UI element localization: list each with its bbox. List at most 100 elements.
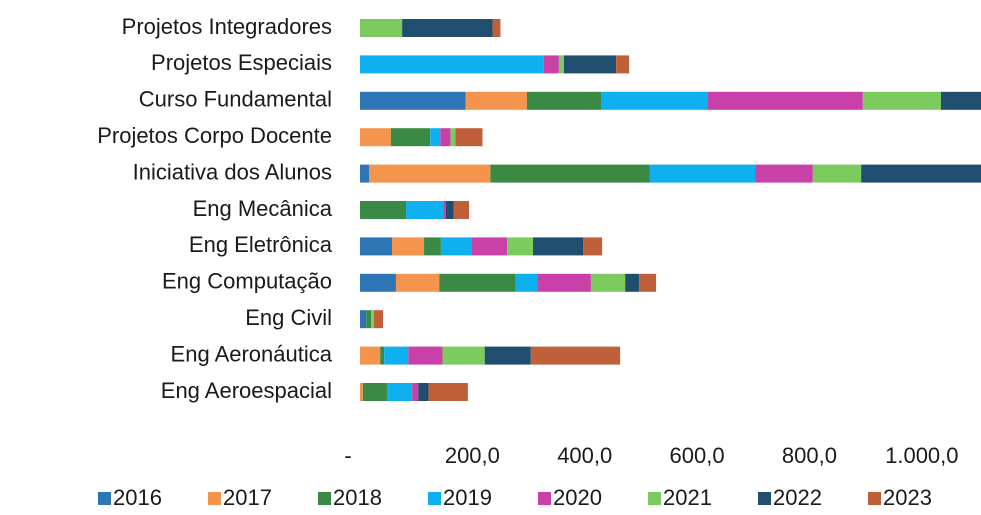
legend-swatch xyxy=(758,492,771,505)
category-label: Projetos Corpo Docente xyxy=(97,123,332,148)
bar-segment xyxy=(412,383,419,401)
bar-segment xyxy=(406,201,444,219)
bar-segment xyxy=(360,91,466,110)
bar-segment xyxy=(601,91,708,110)
category-label: Projetos Integradores xyxy=(122,14,332,39)
bar-segment xyxy=(408,346,443,365)
legend-swatch xyxy=(648,492,661,505)
legend-swatch xyxy=(868,492,881,505)
bar-segment xyxy=(450,128,456,147)
bar-segment xyxy=(371,310,375,329)
bar-segment xyxy=(360,164,369,183)
legend-label: 2017 xyxy=(223,485,272,510)
bar-segment xyxy=(360,237,393,256)
bar-segment xyxy=(526,91,602,110)
bar-segment xyxy=(492,19,501,37)
bar-segment xyxy=(384,346,409,365)
bar-segment xyxy=(484,346,531,365)
bar-segment xyxy=(442,346,485,365)
bar-segment xyxy=(440,128,451,147)
bar-segment xyxy=(428,383,468,401)
legend-label: 2021 xyxy=(663,485,712,510)
bar-segment xyxy=(639,273,657,292)
category-label: Eng Civil xyxy=(245,305,332,330)
bar-segment xyxy=(537,273,591,292)
x-tick-label: 1.000,0 xyxy=(885,443,958,468)
bar-segment xyxy=(390,128,431,147)
bar-segment xyxy=(471,237,508,256)
bar-segment xyxy=(366,310,372,329)
bar-segment xyxy=(424,237,441,256)
legend-label: 2018 xyxy=(333,485,382,510)
bar-segment xyxy=(707,91,863,110)
bar-segment xyxy=(430,128,441,147)
x-tick-label: 800,0 xyxy=(782,443,837,468)
bar-segment xyxy=(360,273,396,292)
bar-segment xyxy=(455,128,483,147)
bar-segment xyxy=(445,201,454,219)
legend-swatch xyxy=(428,492,441,505)
category-label: Eng Mecânica xyxy=(193,196,333,221)
bar-segment xyxy=(368,164,491,183)
bar-segment xyxy=(360,383,363,401)
category-label: Eng Aeronáutica xyxy=(171,341,333,366)
bar-segment xyxy=(395,273,440,292)
category-label: Curso Fundamental xyxy=(139,87,332,112)
x-tick-label: 600,0 xyxy=(670,443,725,468)
bar-segment xyxy=(862,91,941,110)
x-tick-label: 200,0 xyxy=(445,443,500,468)
bar-segment xyxy=(360,201,407,219)
bar-segment xyxy=(392,237,425,256)
bar-segment xyxy=(362,383,387,401)
bar-segment xyxy=(616,55,630,74)
bar-segment xyxy=(649,164,756,183)
bar-segment xyxy=(380,346,385,365)
legend-swatch xyxy=(538,492,551,505)
category-label: Iniciativa dos Alunos xyxy=(133,159,332,184)
bar-segment xyxy=(590,273,626,292)
x-tick-label: 400,0 xyxy=(557,443,612,468)
bar-segment xyxy=(530,346,621,365)
legend-label: 2016 xyxy=(113,485,162,510)
bar-segment xyxy=(360,310,367,329)
category-label: Eng Aeroespacial xyxy=(161,378,332,403)
bar-segment xyxy=(812,164,862,183)
bar-segment xyxy=(465,91,527,110)
bar-segment xyxy=(440,237,472,256)
bar-segment xyxy=(360,346,381,365)
category-label: Eng Computação xyxy=(162,269,332,294)
bar-segment xyxy=(515,273,538,292)
bar-segment xyxy=(490,164,650,183)
bar-segment xyxy=(402,19,493,37)
legend-label: 2023 xyxy=(883,485,932,510)
bar-segment xyxy=(360,55,544,74)
bar-segment xyxy=(360,19,403,37)
bar-segment xyxy=(940,91,981,110)
bar-segment xyxy=(543,55,559,74)
category-label: Eng Eletrônica xyxy=(189,232,333,257)
legend-swatch xyxy=(318,492,331,505)
bar-segment xyxy=(625,273,640,292)
bar-segment xyxy=(439,273,516,292)
bar-segment xyxy=(533,237,584,256)
bar-segment xyxy=(861,164,981,183)
legend-label: 2022 xyxy=(773,485,822,510)
bar-segment xyxy=(360,128,391,147)
x-tick-label: - xyxy=(344,443,351,468)
legend-label: 2019 xyxy=(443,485,492,510)
legend-swatch xyxy=(208,492,221,505)
bar-segment xyxy=(583,237,603,256)
legend-label: 2020 xyxy=(553,485,602,510)
bar-segment xyxy=(755,164,813,183)
bar-segment xyxy=(386,383,413,401)
bar-segment xyxy=(443,201,446,219)
bar-segment xyxy=(418,383,429,401)
bar-segment xyxy=(563,55,617,74)
bar-segment xyxy=(507,237,534,256)
bar-segment xyxy=(558,55,564,74)
bar-segment xyxy=(374,310,384,329)
legend-swatch xyxy=(98,492,111,505)
bar-segment xyxy=(453,201,469,219)
category-label: Projetos Especiais xyxy=(151,50,332,75)
